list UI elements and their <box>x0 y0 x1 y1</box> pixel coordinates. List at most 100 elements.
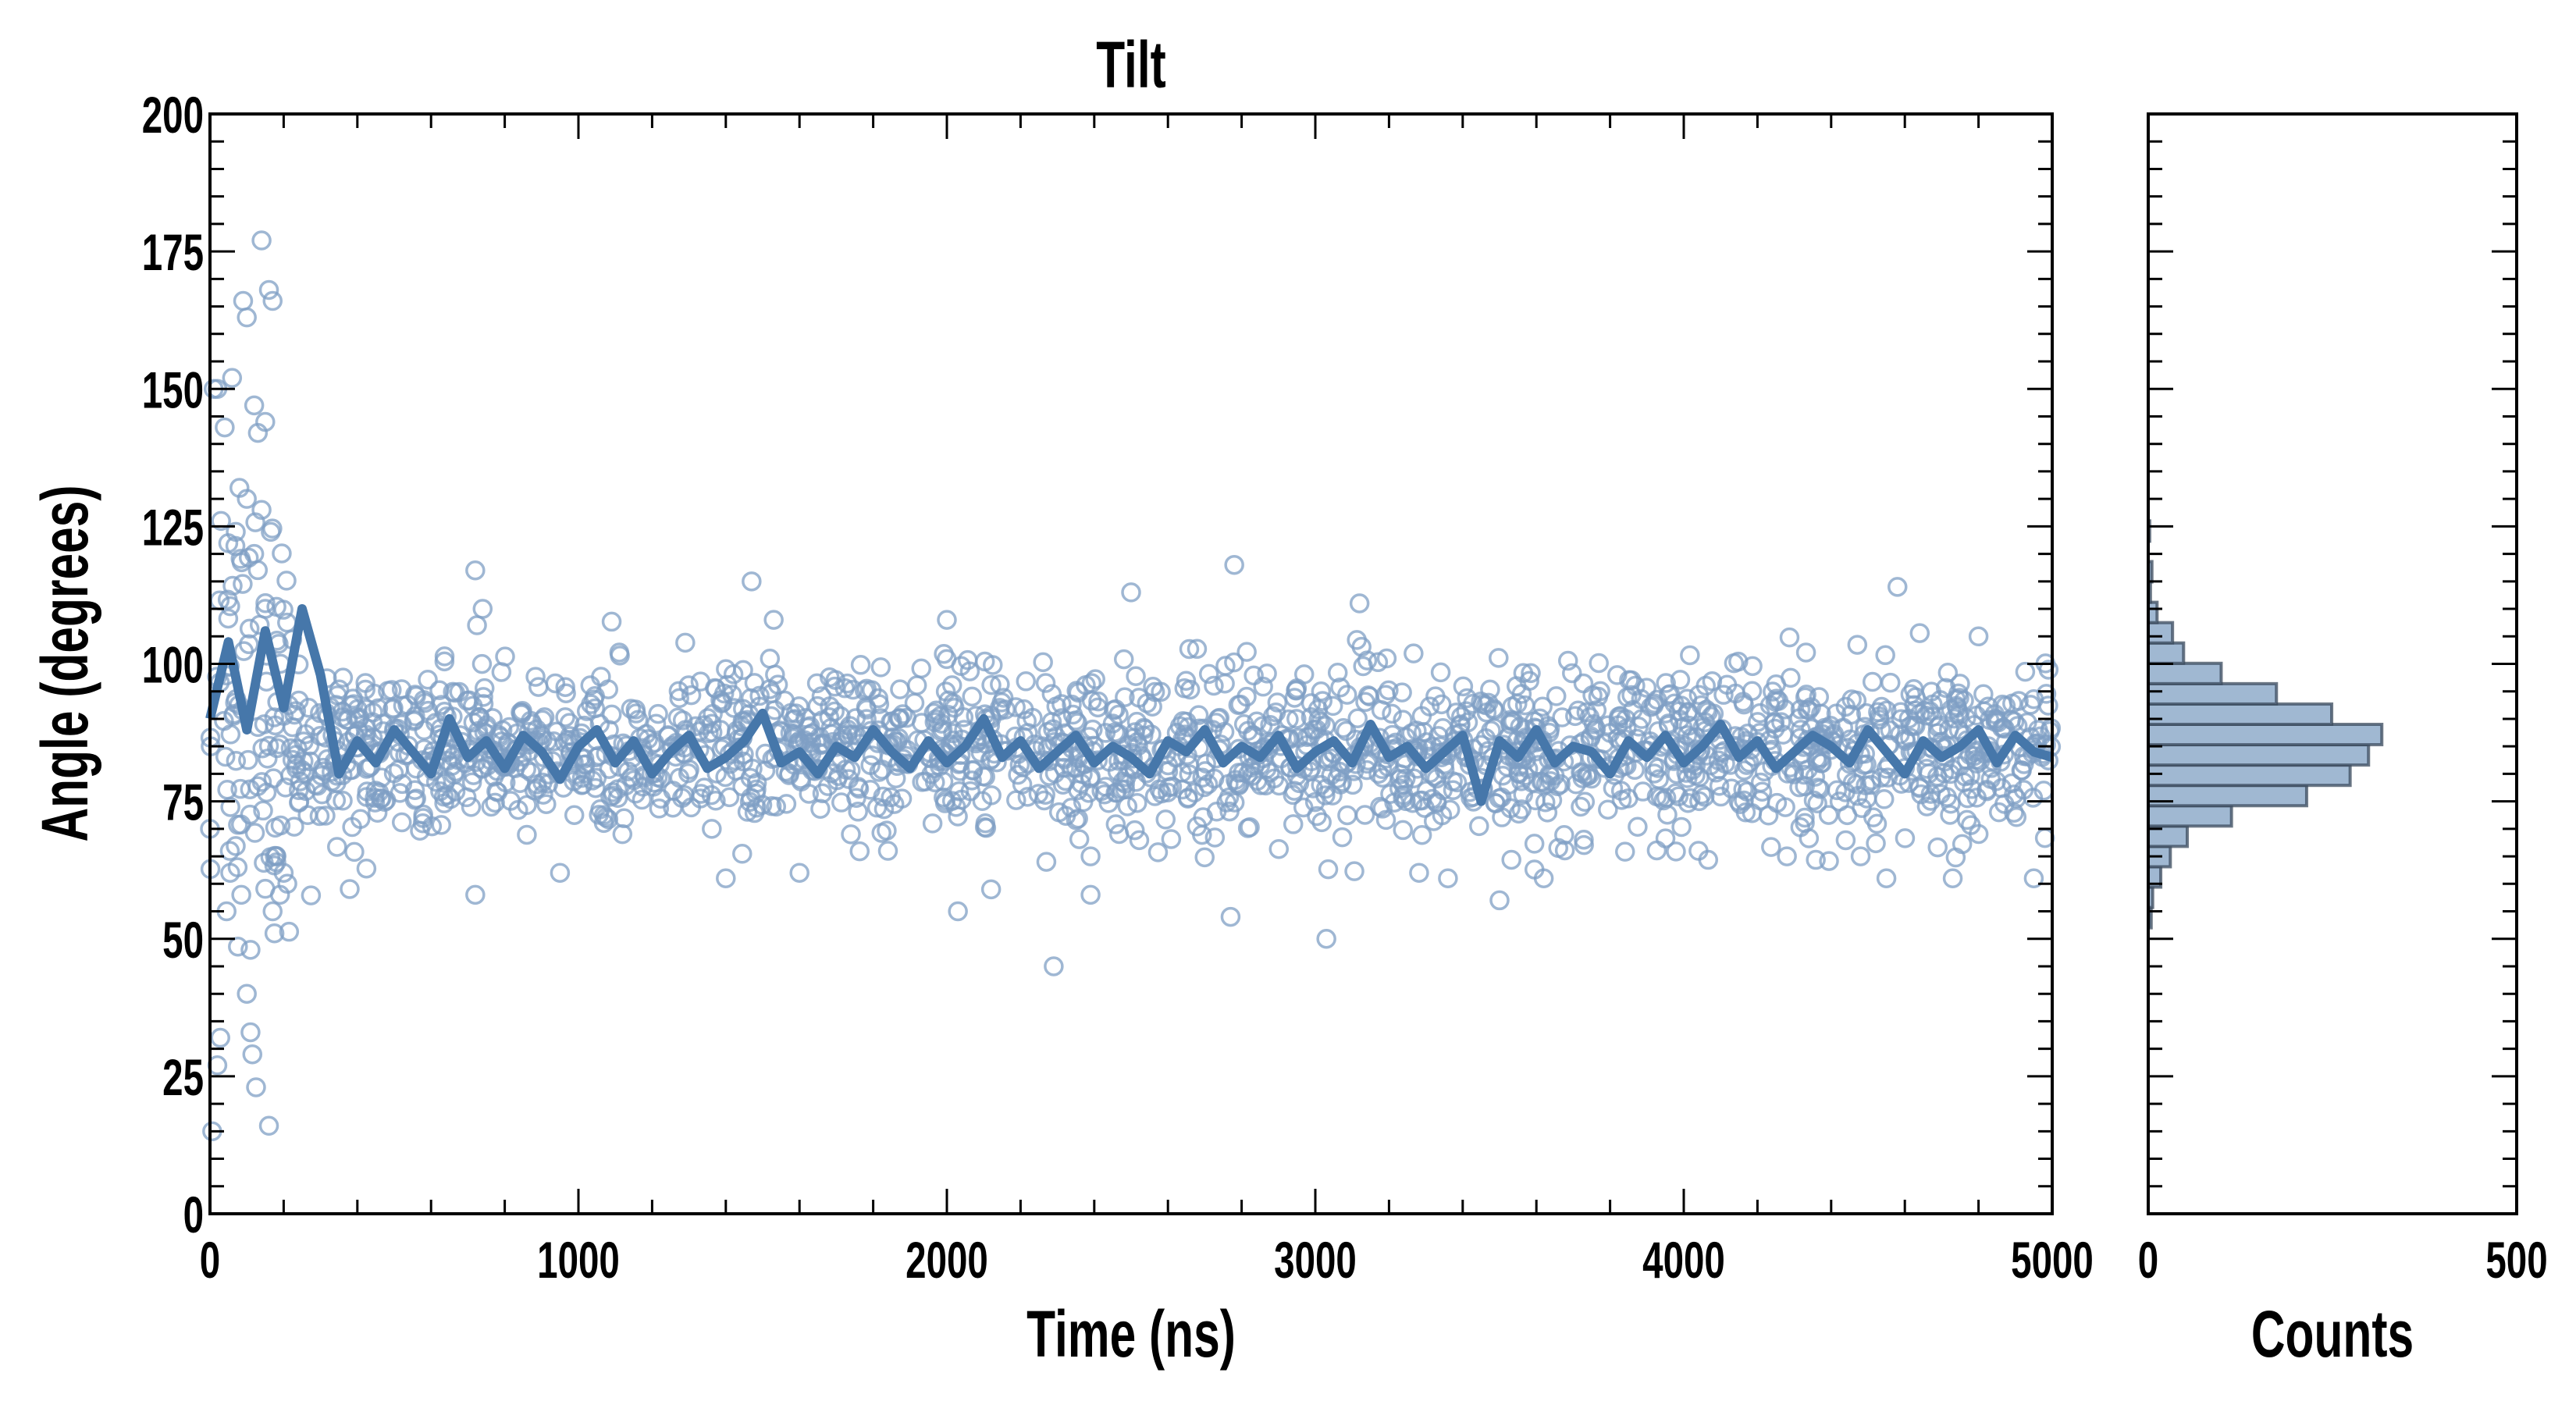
scatter-point <box>742 571 762 592</box>
scatter-point <box>785 703 806 724</box>
scatter-point <box>1853 755 1874 775</box>
scatter-point <box>298 697 319 718</box>
scatter-point <box>1703 703 1724 724</box>
scatter-point <box>1784 761 1804 782</box>
scatter-point <box>1126 711 1147 732</box>
scatter-point <box>1806 849 1826 870</box>
scatter-point <box>1610 706 1631 726</box>
scatter-point <box>258 749 278 769</box>
scatter-point <box>356 858 377 879</box>
scatter-point <box>1895 828 1916 848</box>
scatter-point <box>1552 707 1572 727</box>
scatter-point <box>1332 772 1352 792</box>
main-plot: 0 1000 2000 3000 4000 5000 0 25 50 75 100 125 150 175… <box>28 28 2094 1371</box>
scatter-point <box>1318 859 1339 880</box>
scatter-point <box>1267 692 1288 713</box>
scatter-point <box>1127 792 1147 813</box>
scatter-point <box>1204 675 1224 696</box>
scatter-point <box>834 678 855 699</box>
scatter-point <box>1920 791 1941 811</box>
scatter-point <box>1121 582 1141 603</box>
scatter-point <box>282 749 303 770</box>
scatter-point <box>811 686 832 706</box>
scatter-point <box>1905 716 1926 736</box>
scatter-point <box>340 879 360 899</box>
scatter-point <box>258 735 279 756</box>
y-tick-label: 175 <box>142 225 204 282</box>
scatter-series <box>200 230 2062 1142</box>
scatter-point <box>1581 726 1601 747</box>
scatter-point <box>1779 627 1800 648</box>
scatter-point <box>1574 834 1594 855</box>
scatter-point <box>813 734 833 754</box>
histogram-bar <box>2147 743 2371 767</box>
scatter-point <box>1734 694 1754 715</box>
scatter-point <box>1453 676 1474 697</box>
scatter-point <box>843 679 863 700</box>
scatter-point <box>1357 759 1377 781</box>
scatter-point <box>534 707 555 727</box>
scatter-point <box>1771 712 1791 732</box>
scatter-point <box>1758 806 1779 826</box>
scatter-point <box>449 681 470 702</box>
scatter-point <box>474 678 495 699</box>
scatter-point <box>217 780 237 800</box>
scatter-point <box>1204 827 1226 848</box>
scatter-point <box>1546 686 1567 706</box>
scatter-point <box>1088 691 1108 712</box>
scatter-point <box>1920 701 1941 721</box>
scatter-point <box>1548 838 1568 859</box>
scatter-point <box>981 674 1002 695</box>
scatter-point <box>247 560 269 581</box>
scatter-point <box>1988 802 2009 823</box>
scatter-point <box>1446 702 1467 723</box>
scatter-point <box>1080 884 1101 905</box>
scatter-point <box>233 290 254 311</box>
scatter-point <box>1803 790 1824 811</box>
scatter-point <box>1945 688 1966 710</box>
scatter-point <box>249 614 270 635</box>
scatter-point <box>1242 766 1263 786</box>
scatter-point <box>240 804 261 825</box>
scatter-point <box>877 820 897 841</box>
scatter-point <box>1300 707 1322 727</box>
scatter-point <box>591 667 611 687</box>
scatter-point <box>972 791 993 812</box>
scatter-point <box>1916 796 1937 816</box>
scatter-point <box>607 788 628 808</box>
histogram-bar <box>2147 681 2279 706</box>
scatter-point <box>789 863 809 883</box>
scatter-point <box>231 884 251 905</box>
scatter-point <box>681 685 702 706</box>
hist-x-tick-label: 500 <box>2485 1232 2547 1289</box>
scatter-point <box>1108 704 1129 725</box>
scatter-point <box>1034 790 1055 811</box>
scatter-point <box>264 923 285 944</box>
scatter-point <box>1311 681 1332 702</box>
scatter-point <box>555 677 575 697</box>
scatter-point <box>701 784 722 806</box>
scatter-point <box>1961 815 1981 835</box>
scatter-point <box>1766 674 1787 695</box>
scatter-point <box>926 700 947 721</box>
scatter-point <box>1511 799 1532 820</box>
scatter-point <box>870 657 891 678</box>
scatter-point <box>763 610 784 630</box>
scatter-point <box>1196 753 1216 774</box>
scatter-point <box>2023 868 2044 889</box>
scatter-point <box>990 674 1010 695</box>
scatter-point <box>722 685 742 705</box>
scatter-point <box>1764 712 1785 733</box>
scatter-point <box>953 707 974 727</box>
scatter-point <box>1129 830 1150 851</box>
scatter-point <box>733 660 753 681</box>
scatter-point <box>1715 753 1735 774</box>
scatter-point <box>716 868 736 889</box>
x-axis-label: Time (ns) <box>1026 1297 1236 1371</box>
scatter-point <box>1532 696 1553 717</box>
scatter-point <box>600 787 621 807</box>
scatter-point <box>806 673 827 694</box>
scatter-point <box>982 655 1003 675</box>
scatter-point <box>576 701 597 721</box>
